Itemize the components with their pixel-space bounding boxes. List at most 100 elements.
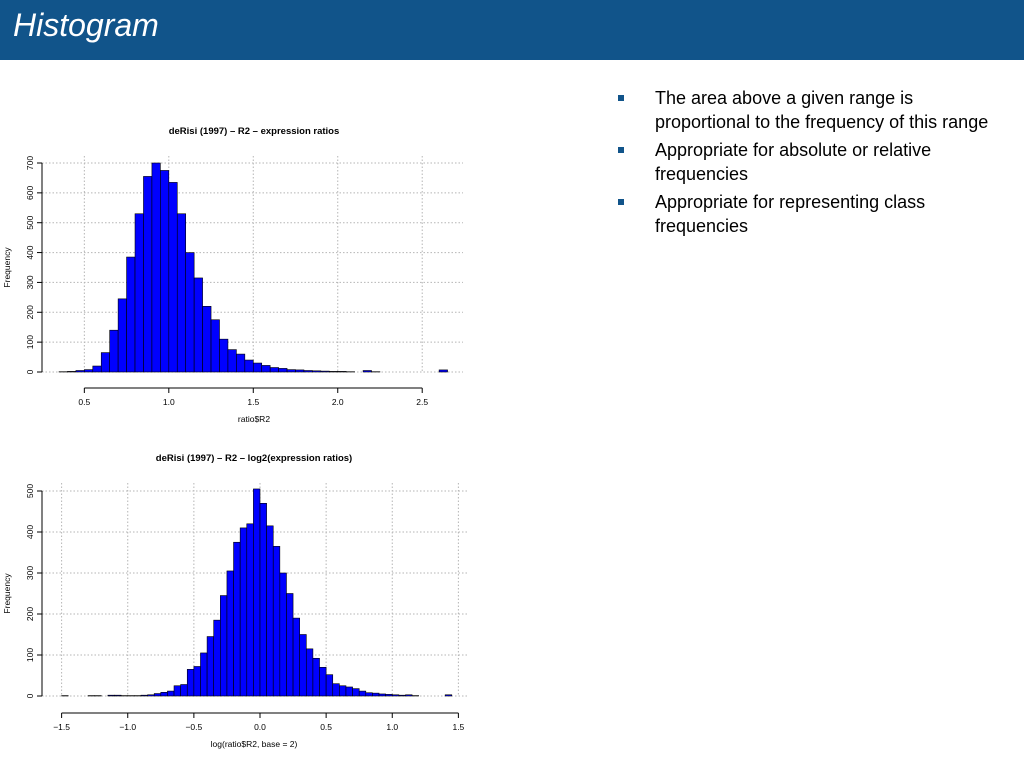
y-tick-label: 700 (25, 156, 35, 170)
histogram-bar (362, 370, 372, 373)
x-tick-label: −1.5 (53, 722, 70, 732)
histogram-bar (160, 692, 168, 697)
histogram-bar (219, 338, 229, 373)
histogram-bar (378, 693, 386, 697)
histogram-bar (185, 252, 195, 373)
x-tick-label: 1.0 (163, 397, 175, 407)
x-tick-label: 0.5 (320, 722, 332, 732)
histogram-bar (239, 527, 248, 697)
histogram-expression-ratios: 0.5 1.0 1.5 2.0 2.5 0 100 200 300 400 500 600 700 deR… (2, 126, 463, 424)
histogram-bar (325, 674, 334, 697)
histogram-bar (398, 694, 406, 697)
histogram-bar (140, 694, 148, 697)
histogram-bar (253, 488, 261, 697)
histogram-bar (213, 619, 221, 697)
histogram-bar (299, 634, 307, 697)
histogram-bar (200, 652, 208, 697)
histogram-bar (75, 370, 85, 373)
histogram-bar (328, 371, 339, 373)
bullet-text: Appropriate for representing class frequ… (655, 192, 926, 236)
histogram-bar (134, 213, 144, 373)
histogram-bar (319, 667, 327, 697)
histogram-bar (84, 369, 94, 373)
histogram-bar (303, 370, 313, 373)
histogram-bar (259, 502, 267, 697)
histogram-bar (358, 690, 367, 697)
histogram-bar (233, 541, 241, 697)
histogram-bar (345, 686, 353, 697)
histogram-bar (365, 692, 373, 697)
square-bullet-icon (618, 147, 624, 153)
histogram-bar (352, 688, 360, 697)
x-tick-label: 0.0 (254, 722, 266, 732)
histogram-bar (252, 362, 263, 373)
histogram-bar (278, 368, 288, 373)
histogram-bar (167, 690, 175, 697)
histogram-bar (438, 369, 448, 373)
histogram-bar (385, 694, 393, 697)
histogram-bar (337, 371, 347, 373)
x-tick-label: −0.5 (185, 722, 202, 732)
histogram-bar (151, 162, 161, 373)
histogram-bar (109, 329, 119, 373)
histogram-bar (153, 693, 162, 697)
histogram-bar (312, 370, 322, 373)
y-axis-label: Frequency (2, 247, 12, 288)
y-tick-label: 100 (25, 648, 35, 662)
histogram-bar (292, 617, 300, 697)
histogram-bar (332, 683, 340, 697)
histogram-bar (244, 359, 254, 373)
y-tick-label: 0 (25, 369, 35, 374)
slide-title: Histogram (13, 7, 159, 43)
histogram-bar (107, 694, 115, 697)
histogram-bar (147, 694, 155, 697)
histogram-bar (391, 694, 400, 697)
histogram-bar (114, 694, 122, 697)
x-axis-label: ratio$R2 (238, 414, 270, 424)
histogram-bar (220, 595, 228, 697)
histogram-bar (286, 593, 294, 697)
chart-title: deRisi (1997) – R2 – expression ratios (169, 126, 340, 137)
histogram-bar (295, 369, 305, 373)
bullet-item: Appropriate for representing class frequ… (618, 190, 1008, 238)
histogram-bar (269, 367, 279, 373)
histogram-bar (272, 546, 281, 697)
histogram-bar (193, 277, 203, 373)
bullet-text: Appropriate for absolute or relative fre… (655, 140, 932, 184)
histogram-bar (206, 636, 215, 697)
x-tick-label: 1.0 (386, 722, 398, 732)
square-bullet-icon (618, 95, 624, 101)
y-tick-label: 100 (25, 335, 35, 349)
bullet-text: The area above a given range is proporti… (655, 88, 989, 132)
y-tick-label: 600 (25, 185, 35, 199)
histogram-bar (117, 298, 127, 373)
histogram-bar (279, 572, 287, 697)
histogram-bar (168, 182, 178, 373)
histogram-bar (173, 685, 181, 697)
histogram-bar (176, 213, 187, 373)
bullet-item: Appropriate for absolute or relative fre… (618, 138, 1008, 186)
y-axis-label: Frequency (2, 573, 12, 614)
y-tick-label: 400 (25, 525, 35, 539)
histogram-bar (266, 525, 274, 697)
histogram-bar (286, 369, 296, 373)
histogram-bar (305, 648, 314, 697)
histogram-bar (261, 365, 271, 373)
histogram-bar (100, 352, 110, 373)
x-axis-label: log(ratio$R2, base = 2) (211, 739, 298, 749)
x-tick-label: 2.0 (332, 397, 344, 407)
histogram-bar (202, 306, 212, 373)
y-tick-label: 300 (25, 566, 35, 580)
y-tick-label: 500 (25, 215, 35, 229)
square-bullet-icon (618, 199, 624, 205)
histogram-bar (246, 523, 254, 697)
histogram-bar (339, 685, 347, 697)
histogram-bar (226, 570, 234, 697)
histogram-bar (143, 176, 153, 373)
histogram-log2-expression-ratios: −1.5 −1.0 −0.5 0.0 0.5 1.0 1.5 0 100 200 300 400 500… (2, 453, 467, 749)
histogram-bar (227, 349, 237, 373)
x-tick-label: −1.0 (119, 722, 136, 732)
histogram-bar (320, 370, 330, 373)
histogram-bar (180, 684, 188, 697)
histogram-bar (312, 657, 320, 697)
